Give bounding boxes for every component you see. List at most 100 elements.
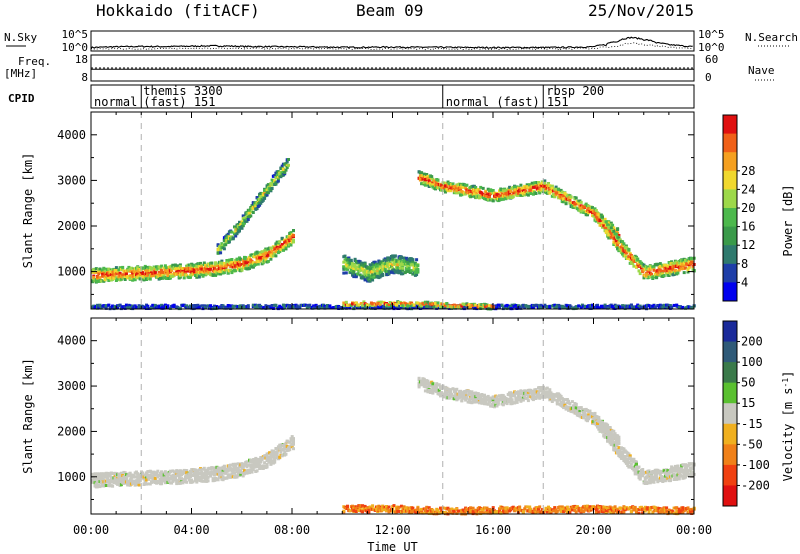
power-cell	[216, 272, 220, 276]
power-cell	[624, 245, 628, 249]
power-cell	[281, 248, 285, 252]
power-cell	[538, 305, 542, 309]
power-cell	[361, 266, 365, 270]
velocity-cell	[481, 397, 485, 401]
power-cell	[467, 190, 471, 194]
power-cell	[446, 183, 450, 187]
power-cell	[264, 249, 268, 253]
power-cell	[554, 193, 558, 197]
power-cell	[401, 304, 405, 308]
power-cell	[146, 269, 150, 273]
power-cell	[504, 197, 508, 200]
power-cell	[381, 260, 385, 264]
velocity-cell	[258, 464, 262, 467]
power-cell	[537, 189, 540, 192]
velocity-cell	[163, 470, 167, 474]
velocity-cell	[189, 469, 192, 473]
power-cell	[539, 303, 543, 307]
power-cell	[481, 186, 485, 190]
velocity-cell	[431, 382, 435, 386]
power-cell	[261, 198, 265, 202]
power-cell	[597, 221, 601, 225]
velocity-cell	[474, 391, 478, 395]
power-cell	[246, 218, 250, 221]
velocity-cell	[265, 463, 269, 466]
power-cell	[233, 232, 236, 236]
power-cell	[631, 256, 635, 260]
power-cell	[163, 264, 167, 268]
velocity-cell	[230, 468, 234, 471]
power-cell	[591, 206, 594, 210]
cpid-segment-0: normal	[94, 95, 137, 109]
power-cell	[391, 259, 395, 263]
power-cell	[516, 193, 520, 197]
power-cell	[575, 306, 579, 310]
site-title: Hokkaido (fitACF)	[96, 1, 260, 20]
power-cell	[628, 305, 632, 309]
power-cell	[153, 303, 157, 307]
power-cell	[148, 277, 152, 281]
velocity-cell	[239, 469, 243, 473]
power-cell	[386, 256, 390, 260]
power-cell	[690, 256, 694, 260]
power-cell	[270, 304, 274, 307]
velocity-cell	[194, 471, 197, 475]
velocity-cell	[417, 376, 421, 380]
power-cell	[442, 186, 446, 190]
velocity-cell	[476, 392, 480, 396]
power-cell	[652, 268, 656, 272]
power-cell	[123, 278, 127, 281]
power-cell	[240, 220, 244, 224]
power-cell	[351, 302, 354, 306]
power-cell	[200, 267, 204, 271]
velocity-cell	[158, 478, 162, 482]
velocity-cell	[285, 444, 289, 448]
power-cell	[151, 303, 155, 307]
power-cell	[207, 270, 211, 274]
velocity-cell	[509, 394, 513, 397]
power-cell	[292, 240, 295, 244]
power-cell	[166, 274, 170, 277]
power-cell	[525, 304, 529, 308]
velocity-cell	[278, 455, 282, 459]
power-cell	[459, 188, 463, 192]
velocity-cell	[486, 394, 490, 398]
velocity-cell	[156, 469, 160, 473]
power-cell	[238, 220, 241, 224]
power-cell	[559, 188, 563, 192]
velocity-cell	[122, 475, 126, 479]
power-cell	[427, 305, 431, 309]
power-cell	[474, 186, 478, 189]
power-cell	[158, 266, 162, 270]
velocity-cell	[216, 478, 220, 482]
power-cell	[491, 199, 495, 203]
velocity-cell	[172, 470, 176, 474]
power-cell	[98, 267, 102, 271]
power-cell	[415, 273, 419, 277]
velocity-cell	[269, 453, 273, 457]
power-cell	[410, 301, 414, 305]
power-cell	[530, 181, 534, 185]
velocity-cell	[288, 448, 292, 452]
power-cell	[626, 257, 630, 260]
power-cell	[641, 306, 645, 310]
power-cell	[396, 263, 400, 267]
power-cell	[137, 304, 141, 308]
power-cell	[684, 260, 687, 263]
power-cell	[199, 261, 202, 265]
power-cell	[445, 302, 449, 305]
power-cell	[200, 304, 204, 308]
power-cell	[104, 304, 108, 308]
power-cell	[558, 306, 562, 310]
power-cell	[356, 272, 360, 276]
power-cell	[160, 269, 164, 273]
power-cell	[168, 276, 172, 280]
power-cell	[565, 304, 569, 308]
velocity-cell	[136, 472, 140, 476]
power-cell	[96, 275, 99, 279]
power-cell	[601, 217, 604, 221]
date-title: 25/Nov/2015	[588, 1, 694, 20]
power-cell	[548, 188, 552, 191]
power-cell	[416, 264, 420, 268]
power-cell	[401, 268, 405, 272]
